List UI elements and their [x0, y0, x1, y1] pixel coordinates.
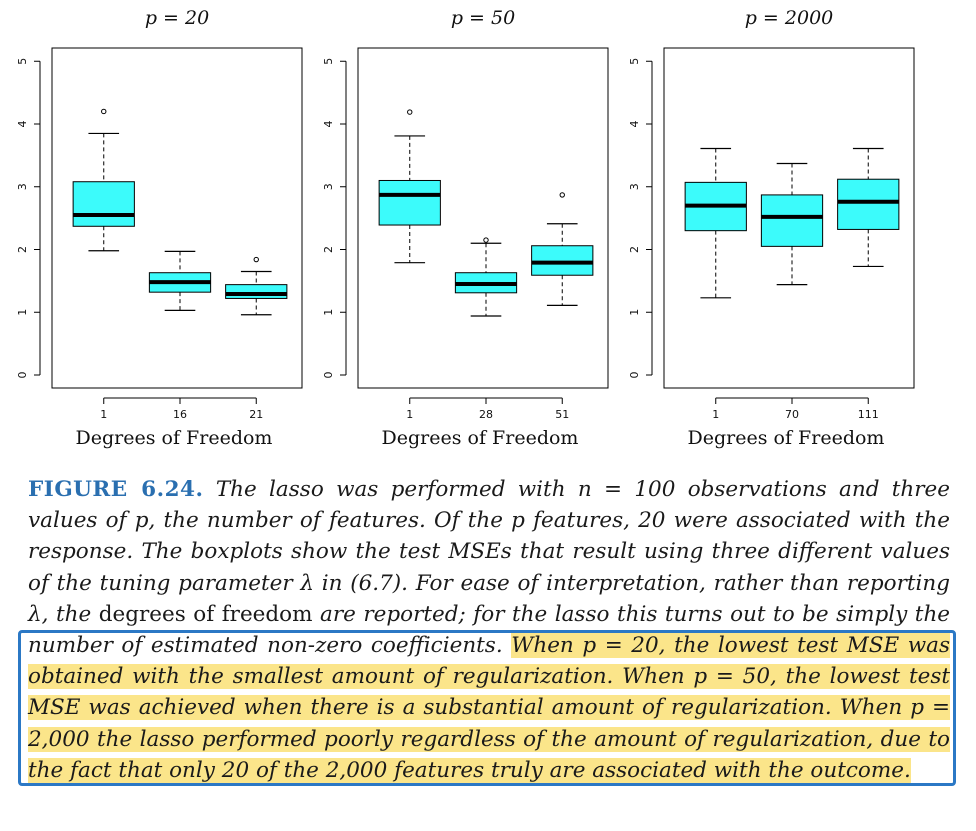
- x-tick-label: 1: [406, 408, 413, 421]
- x-axis-title: Degrees of Freedom: [382, 427, 579, 449]
- x-tick-label: 51: [555, 408, 569, 421]
- y-tick-label: 5: [16, 58, 29, 65]
- figure-label: FIGURE 6.24.: [28, 477, 204, 502]
- box-1: [378, 109, 441, 264]
- panel-3: p = 2000 0 1 2 3 4 5 1 70 111 Degrees of Freedom: [628, 7, 915, 449]
- y-tick-label: 4: [16, 121, 29, 128]
- box-3: [837, 147, 900, 268]
- caption-text-1: The lasso was performed with n = 100 obs…: [28, 477, 951, 627]
- outlier-point: [407, 109, 413, 115]
- y-tick-label: 3: [322, 183, 335, 190]
- outlier-point: [101, 108, 107, 115]
- outlier-point: [253, 256, 259, 263]
- panel-title: p = 2000: [745, 7, 834, 29]
- box-1: [684, 147, 747, 299]
- panel-title: p = 20: [145, 7, 209, 29]
- y-tick-label: 0: [628, 372, 641, 379]
- box-1: [72, 108, 135, 252]
- x-tick-label: 70: [785, 408, 799, 421]
- panel-1: p = 20 0 1 2 3 4 5 1 16 21 Degrees of Freedom: [16, 7, 303, 449]
- box-iqr: [378, 179, 441, 226]
- box-2: [760, 162, 824, 286]
- x-tick-label: 16: [173, 408, 187, 421]
- y-tick-label: 4: [322, 121, 335, 128]
- figure-caption: FIGURE 6.24. The lasso was performed wit…: [28, 474, 950, 786]
- box-iqr: [760, 194, 824, 247]
- y-tick-label: 1: [628, 309, 641, 316]
- y-tick-label: 2: [628, 246, 641, 253]
- x-tick-label: 1: [100, 408, 107, 421]
- box-iqr: [225, 284, 288, 299]
- y-tick-label: 3: [16, 183, 29, 190]
- outlier-point: [559, 192, 565, 198]
- plot-frame: [51, 47, 303, 389]
- y-tick-label: 1: [322, 309, 335, 316]
- x-axis-title: Degrees of Freedom: [76, 427, 273, 449]
- x-tick-label: 21: [249, 408, 263, 421]
- x-axis-title: Degrees of Freedom: [688, 427, 885, 449]
- y-tick-label: 1: [16, 309, 29, 316]
- x-tick-label: 28: [479, 408, 493, 421]
- x-tick-label: 111: [858, 408, 879, 421]
- y-tick-label: 0: [322, 372, 335, 379]
- plot-frame: [663, 47, 915, 389]
- box-2: [148, 250, 212, 311]
- y-tick-label: 0: [16, 372, 29, 379]
- y-tick-label: 5: [322, 58, 335, 65]
- y-tick-label: 3: [628, 183, 641, 190]
- y-tick-label: 4: [628, 121, 641, 128]
- caption-text-2: are reported; for the lasso this turns o…: [28, 601, 951, 659]
- box-3: [531, 192, 594, 306]
- panel-title: p = 50: [451, 7, 515, 29]
- box-3: [225, 256, 288, 316]
- caption-degrees-of-freedom: degrees of freedom: [98, 601, 313, 627]
- y-tick-label: 2: [16, 246, 29, 253]
- box-2: [454, 237, 518, 317]
- y-tick-label: 2: [322, 246, 335, 253]
- box-iqr: [837, 178, 900, 230]
- box-iqr: [72, 181, 135, 227]
- plot-frame: [357, 47, 609, 389]
- x-tick-label: 1: [712, 408, 719, 421]
- y-tick-label: 5: [628, 58, 641, 65]
- box-iqr: [531, 245, 594, 276]
- outlier-point: [483, 237, 489, 243]
